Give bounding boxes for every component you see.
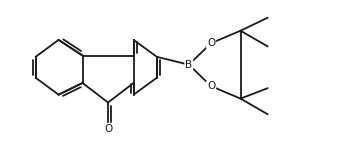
Text: O: O (207, 81, 215, 91)
Text: O: O (207, 38, 215, 48)
Text: O: O (104, 124, 112, 134)
Text: B: B (185, 60, 192, 70)
